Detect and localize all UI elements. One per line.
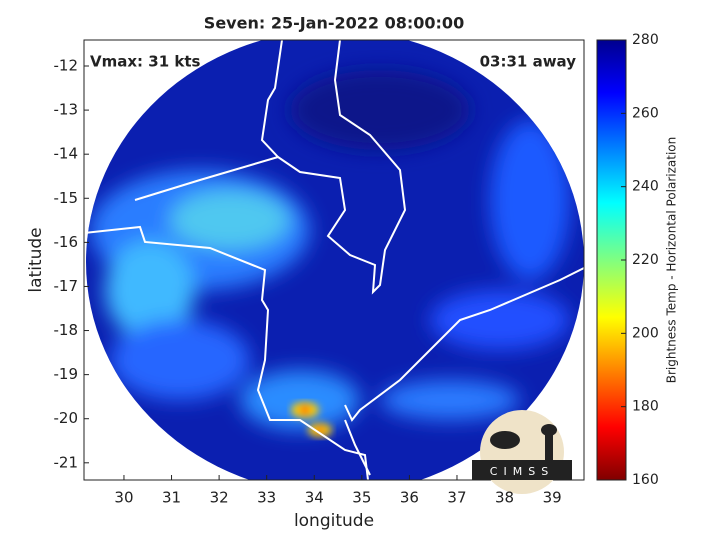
y-tick-label: -21 <box>54 453 79 471</box>
logo-text: CIMSS <box>490 465 554 478</box>
y-tick-label: -18 <box>54 321 79 339</box>
y-tick-label: -17 <box>54 277 79 295</box>
y-tick-label: -15 <box>54 189 79 207</box>
y-axis-label: latitude <box>26 227 46 292</box>
logo: CIMSS <box>472 410 572 494</box>
x-tick-label: 30 <box>114 489 133 507</box>
x-tick-label: 36 <box>400 489 419 507</box>
x-tick-label: 32 <box>210 489 229 507</box>
x-tick-label: 37 <box>447 489 466 507</box>
colorbar-tick-label: 200 <box>632 325 659 341</box>
colorbar-tick-label: 160 <box>632 472 659 488</box>
y-tick-label: -16 <box>54 233 79 251</box>
y-tick-label: -13 <box>54 101 79 119</box>
x-tick-label: 38 <box>495 489 514 507</box>
x-tick-label: 31 <box>162 489 181 507</box>
x-tick-label: 34 <box>305 489 324 507</box>
x-tick-label: 33 <box>257 489 276 507</box>
colorbar-tick-label: 260 <box>632 105 659 121</box>
y-tick-label: -14 <box>54 145 79 163</box>
colorbar-tick-label: 280 <box>632 32 659 48</box>
y-tick-label: -12 <box>54 57 79 75</box>
imagery <box>84 40 584 480</box>
annotation: 03:31 away <box>480 53 577 71</box>
colorbar-label: Brightness Temp - Horizontal Polarizatio… <box>665 137 679 384</box>
chart-title: Seven: 25-Jan-2022 08:00:00 <box>204 14 464 33</box>
y-tick-label: -20 <box>54 409 79 427</box>
coastlines <box>84 40 584 480</box>
colorbar-tick-label: 240 <box>632 179 659 195</box>
colorbar-tick-label: 220 <box>632 252 659 268</box>
x-axis-label: longitude <box>294 511 374 531</box>
y-tick-label: -19 <box>54 365 79 383</box>
plot-frame <box>83 39 585 481</box>
x-tick-label: 39 <box>543 489 562 507</box>
x-tick-label: 35 <box>352 489 371 507</box>
annotation: Vmax: 31 kts <box>90 53 200 71</box>
colorbar-tick-label: 180 <box>632 399 659 415</box>
